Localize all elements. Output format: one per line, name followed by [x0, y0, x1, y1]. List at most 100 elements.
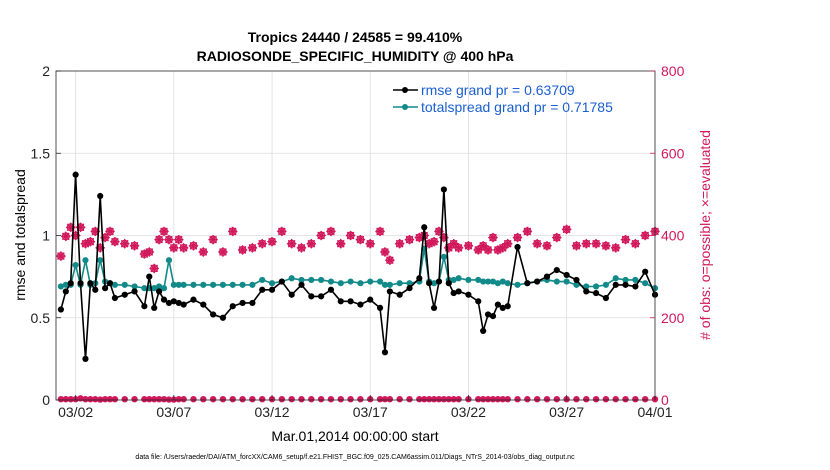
obs-rejected-marker [121, 395, 128, 403]
obs-evaluated-marker [173, 234, 184, 245]
obs-evaluated-marker [620, 234, 631, 245]
obs-marker-stroke [366, 240, 374, 248]
obs-rejected-marker [160, 395, 168, 403]
data-file-footer: data file: /Users/raeder/DAI/ATM_forcXX/… [135, 454, 575, 461]
obs-rejected-marker [533, 395, 541, 403]
totalspread-point [200, 281, 207, 288]
obs-rejected-marker [381, 395, 389, 403]
obs-evaluated-marker [385, 255, 395, 265]
rmse-point [475, 298, 482, 305]
obs-evaluated-marker [85, 236, 96, 247]
obs-marker-stroke [523, 227, 532, 236]
totalspread-point [583, 283, 590, 290]
rmse-point [376, 304, 384, 311]
obs-marker-stroke [327, 227, 335, 236]
obs-marker-stroke [91, 227, 99, 236]
obs-marker-stroke [592, 240, 600, 248]
obs-marker-stroke [337, 240, 345, 248]
rmse-point [337, 298, 344, 305]
rmse-point [504, 303, 511, 310]
obs-marker-stroke [631, 240, 640, 248]
obs-marker-stroke [317, 231, 325, 240]
totalspread-point [357, 280, 364, 287]
obs-rejected-marker [106, 395, 114, 403]
obs-marker-stroke [484, 246, 492, 254]
totalspread-point [465, 276, 472, 284]
obs-marker-stroke [258, 240, 266, 248]
rmse-point [165, 299, 173, 307]
rmse-point [308, 293, 315, 300]
obs-evaluated-marker [56, 251, 66, 261]
rmse-point [563, 271, 570, 279]
rmse-point [288, 291, 295, 298]
totalspread-point [514, 281, 521, 288]
obs-marker-stroke [165, 235, 173, 244]
obs-evaluated-marker [247, 243, 258, 253]
obs-marker-stroke [219, 248, 227, 256]
rmse-point [602, 294, 610, 302]
obs-marker-stroke [405, 235, 414, 244]
totalspread-point [440, 253, 447, 260]
rmse-point [131, 288, 138, 295]
totalspread-point [573, 281, 580, 288]
obs-marker-stroke [145, 248, 153, 256]
obs-rejected-marker [259, 395, 266, 403]
obs-rejected-marker [632, 395, 639, 403]
obs-marker-stroke [297, 244, 306, 252]
obs-evaluated-marker [129, 240, 140, 251]
rmse-point [77, 280, 84, 287]
obs-rejected-marker [376, 395, 384, 403]
rmse-point [445, 280, 452, 287]
rmse-point [543, 273, 551, 280]
y-tick-label: 0 [42, 392, 50, 408]
x-tick-label: 03/02 [58, 404, 93, 420]
totalspread-point [229, 281, 236, 288]
obs-marker-stroke [543, 242, 551, 250]
obs-evaluated-marker [208, 234, 218, 245]
rmse-point [170, 298, 177, 305]
obs-marker-stroke [641, 231, 649, 240]
obs-marker-stroke [57, 252, 65, 260]
totalspread-point [111, 281, 119, 288]
totalspread-point [210, 281, 217, 288]
obs-rejected-marker [386, 395, 394, 403]
obs-rejected-marker [416, 395, 423, 403]
obs-rejected-marker [489, 395, 497, 403]
obs-evaluated-marker [267, 236, 277, 247]
obs-marker-stroke [111, 237, 119, 246]
totalspread-point [499, 278, 506, 285]
x-tick-label: 03/27 [549, 404, 584, 420]
totalspread-point [612, 275, 619, 282]
rmse-point [396, 291, 403, 298]
obs-evaluated-marker [164, 234, 174, 245]
rmse-point [435, 278, 443, 285]
obs-evaluated-marker [488, 232, 498, 243]
obs-evaluated-marker [448, 238, 459, 249]
rmse-point [367, 296, 374, 303]
rmse-point [278, 278, 285, 285]
obs-rejected-marker [612, 395, 619, 403]
rmse-point [406, 285, 413, 292]
rmse-point [229, 303, 236, 310]
y-tick-label: 0.5 [31, 310, 51, 326]
obs-rejected-marker [111, 395, 119, 403]
obs-rejected-marker [278, 395, 286, 403]
totalspread-point [602, 281, 610, 288]
obs-evaluated-marker [306, 238, 317, 249]
obs-rejected-marker [543, 395, 551, 403]
legend-spread-marker [402, 104, 408, 110]
totalspread-point [82, 257, 89, 264]
rmse-point [72, 171, 79, 178]
obs-marker-stroke [62, 232, 70, 241]
rmse-point [357, 301, 364, 308]
y-right-tick-label: 600 [661, 145, 685, 161]
obs-marker-stroke [287, 240, 296, 248]
obs-marker-stroke [179, 244, 188, 252]
obs-rejected-marker [327, 395, 335, 403]
rmse-point [298, 281, 305, 288]
obs-evaluated-marker [542, 240, 552, 251]
obs-rejected-marker [622, 395, 629, 403]
chart-subtitle: RADIOSONDE_SPECIFIC_HUMIDITY @ 400 hPa [197, 48, 514, 64]
obs-marker-stroke [189, 242, 198, 250]
obs-rejected-marker [583, 395, 590, 403]
